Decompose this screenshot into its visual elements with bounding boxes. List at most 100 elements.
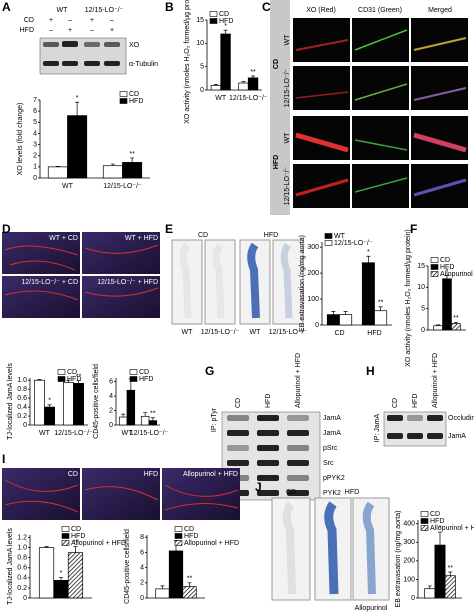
image-label: WT + CD	[49, 235, 78, 242]
significance: *	[48, 398, 51, 405]
diet-label: HFD	[273, 155, 280, 169]
blot	[383, 411, 447, 447]
blot-bands	[43, 41, 120, 66]
significance: *	[446, 268, 449, 275]
bar	[155, 588, 170, 599]
significance: **	[453, 315, 459, 322]
bar	[434, 544, 446, 599]
lane-label: HFD	[412, 394, 419, 408]
x-tick-label: 12/15-LO⁻/⁻	[54, 430, 93, 437]
bar	[126, 389, 136, 426]
error-bar	[331, 311, 336, 315]
error-bar	[37, 378, 42, 381]
significance: *	[76, 95, 79, 102]
legend-label: CD	[440, 257, 450, 264]
legend-label: CD	[139, 369, 149, 376]
y-axis-label: XO activity (nmoles H₂O₂ formed/μg prote…	[405, 229, 412, 366]
bar	[444, 575, 456, 599]
legend-swatch	[420, 511, 429, 517]
bar	[38, 547, 55, 599]
significance: **	[378, 300, 384, 307]
error-bar	[223, 29, 228, 34]
bar	[67, 552, 84, 599]
lane-label: CD	[235, 398, 242, 408]
y-tick-label: 2	[33, 153, 37, 160]
y-tick-label: 0	[140, 595, 144, 602]
legend-label: Allopurinol + HFD	[440, 271, 474, 278]
aorta-images	[271, 497, 390, 601]
error-bar	[150, 417, 155, 421]
bar	[122, 162, 143, 179]
significance: **	[250, 69, 256, 76]
error-bar	[160, 585, 165, 589]
significance: **	[129, 151, 135, 158]
bar	[148, 420, 158, 426]
y-axis-label: XO activity (nmoles H₂O₂ formed/μg prote…	[184, 0, 191, 124]
error-bar	[241, 81, 246, 83]
bar	[118, 416, 128, 426]
y-tick-label: 1.2	[17, 534, 27, 541]
panel-letter: F	[410, 222, 417, 236]
bar	[62, 382, 74, 426]
diet-label: CD	[198, 232, 208, 239]
ip-label: IP: JamA	[374, 413, 381, 442]
bar	[339, 314, 353, 326]
treatment-label: CD	[24, 17, 34, 24]
y-tick-label: 0.2	[17, 413, 27, 420]
legend-label: HFD	[71, 533, 85, 540]
y-axis-label: EB extravasation (ng/mg aorta)	[299, 235, 306, 332]
y-tick-label: 2	[140, 580, 144, 587]
bar	[53, 580, 69, 599]
error-bar	[378, 306, 383, 311]
error-bar	[343, 311, 348, 315]
error-bar	[251, 75, 256, 78]
error-bar	[427, 585, 432, 589]
lane-label: Allopurinol + HFD	[295, 353, 302, 408]
y-tick-label: 4	[109, 393, 113, 400]
legend-swatch	[57, 376, 66, 382]
legend-swatch	[430, 257, 439, 263]
legend-label: CD	[67, 369, 77, 376]
legend-label: CD	[219, 11, 229, 18]
bar	[44, 406, 55, 426]
bar	[238, 82, 249, 91]
sign: +	[90, 17, 94, 24]
error-bar	[59, 576, 63, 581]
y-tick-label: 10	[417, 284, 425, 291]
band-label: α-Tubulin	[129, 61, 158, 68]
error-bar	[445, 275, 449, 279]
legend-swatch	[174, 533, 183, 539]
micrographs	[2, 232, 160, 318]
x-tick-label: 12/15-LO⁻/⁻	[130, 430, 169, 437]
y-tick-label: 100	[307, 296, 319, 303]
y-tick-label: 300	[403, 539, 415, 546]
legend-swatch	[119, 91, 128, 97]
y-tick-label: 200	[403, 558, 415, 565]
legend-label: HFD	[430, 518, 444, 525]
image-label: HFD	[144, 471, 158, 478]
diet-label: CD	[286, 489, 296, 496]
legend-swatch	[430, 264, 439, 270]
bar	[168, 550, 184, 599]
legend-label: HFD	[219, 18, 233, 25]
y-tick-label: 3	[33, 141, 37, 148]
legend-label: HFD	[184, 533, 198, 540]
legend-swatch	[324, 233, 333, 239]
error-bar	[47, 404, 52, 408]
x-tick-label: WT	[39, 430, 51, 437]
column-header: XO (Red)	[306, 7, 336, 14]
y-tick-label: 0	[200, 87, 204, 94]
error-bar	[55, 165, 60, 167]
legend-swatch	[129, 376, 138, 382]
legend-label: WT	[334, 233, 346, 240]
significance: *	[60, 570, 63, 577]
panel-letter: A	[2, 0, 11, 14]
y-tick-label: 0	[315, 322, 319, 329]
legend-swatch	[129, 369, 138, 375]
significance: *	[129, 372, 132, 379]
legend-label: Allopurinol + HFD	[71, 540, 126, 547]
column-header: Merged	[428, 7, 452, 14]
image-label: Allopurinol + HFD	[183, 471, 238, 478]
error-bar	[66, 379, 71, 383]
y-tick-label: 0.8	[17, 386, 27, 393]
